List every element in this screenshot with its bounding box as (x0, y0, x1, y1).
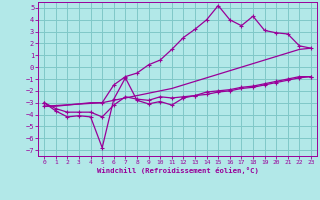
X-axis label: Windchill (Refroidissement éolien,°C): Windchill (Refroidissement éolien,°C) (97, 167, 259, 174)
